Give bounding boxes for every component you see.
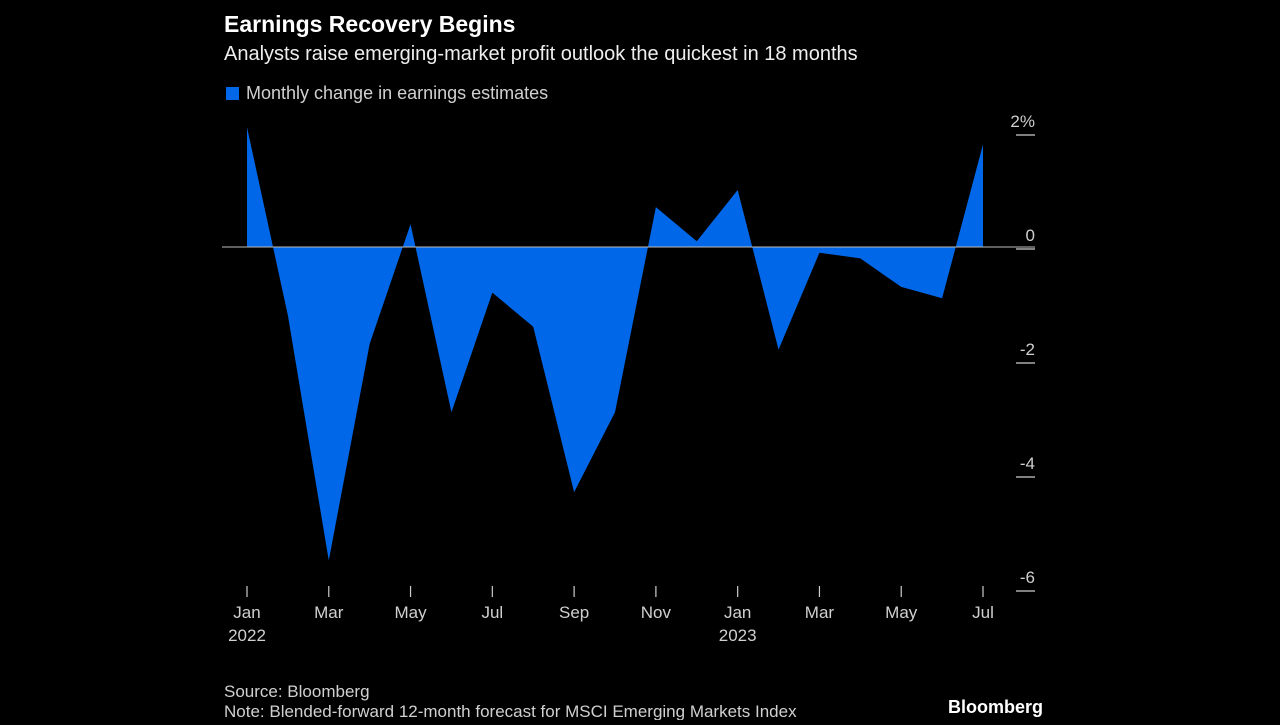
x-tick-label: Jan: [724, 603, 751, 622]
y-tick-label: -4: [1020, 454, 1035, 473]
y-tick-label: 2%: [1010, 112, 1035, 131]
source: Source: Bloomberg: [224, 682, 370, 701]
x-tick-label: Jul: [481, 603, 503, 622]
note: Note: Blended-forward 12-month forecast …: [224, 702, 797, 720]
x-tick-label: Jul: [972, 603, 994, 622]
x-tick-label: May: [885, 603, 918, 622]
legend-swatch: [226, 87, 239, 100]
x-year-label: 2022: [228, 626, 266, 645]
y-tick-label: 0: [1026, 226, 1035, 245]
x-tick-label: Jan: [233, 603, 260, 622]
chart-title: Earnings Recovery Begins: [224, 11, 515, 37]
logo: Bloomberg: [948, 697, 1043, 717]
x-tick-label: May: [394, 603, 427, 622]
x-tick-label: Sep: [559, 603, 589, 622]
y-tick-label: -6: [1020, 568, 1035, 587]
x-year-label: 2023: [719, 626, 757, 645]
y-tick-label: -2: [1020, 340, 1035, 359]
x-tick-label: Nov: [641, 603, 672, 622]
x-tick-label: Mar: [314, 603, 344, 622]
chart-subtitle: Analysts raise emerging-market profit ou…: [224, 43, 858, 65]
x-tick-label: Mar: [805, 603, 835, 622]
area: [247, 127, 983, 561]
legend-label: Monthly change in earnings estimates: [246, 83, 548, 103]
